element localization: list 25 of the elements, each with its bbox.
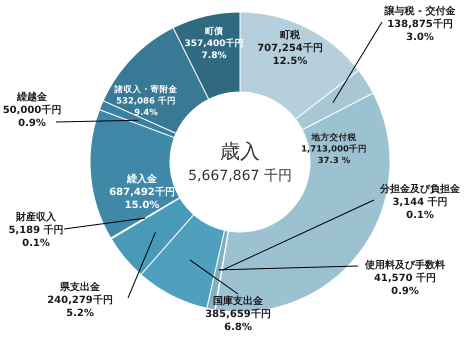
data-label: 3,144 千円 0.1% <box>392 196 448 221</box>
slice-label: 財産収入 <box>15 211 57 223</box>
slice-label: 町税 <box>280 29 301 41</box>
data-label: 1,713,000千円 37.3 % <box>301 144 367 166</box>
slice-label: 分担金及び負担金 <box>379 183 461 195</box>
slice-label: 使用料及び手数料 <box>364 259 445 271</box>
slice-label: 地方交付税 <box>310 132 358 143</box>
data-label: 707,254千円 12.5% <box>257 42 323 67</box>
slice-label: 町債 <box>205 26 223 37</box>
slice-label: 国庫支出金 <box>213 295 264 307</box>
text: 5,667,867 千円 <box>188 168 292 184</box>
data-label: 138,875千円 3.0% <box>387 18 453 43</box>
slice-label: 県支出金 <box>59 281 101 293</box>
data-label: 240,279千円 5.2% <box>47 294 113 319</box>
slice-label: 譲与税 - 交付金 <box>383 5 457 17</box>
data-label: 5,189 千円 0.1% <box>8 224 64 249</box>
text: 歳入 <box>220 139 260 163</box>
slice-label: 諸収入・寄附金 <box>114 84 178 95</box>
data-label: 41,570 千円 0.9% <box>374 272 436 297</box>
data-label: 385,659千円 6.8% <box>205 308 271 333</box>
slice-label: 繰入金 <box>126 173 158 185</box>
data-label: 687,492千円 15.0% <box>109 186 175 211</box>
data-label: 50,000千円 0.9% <box>2 104 62 129</box>
slice-label: 繰越金 <box>16 91 48 103</box>
data-label: 532,086 千円 9.4% <box>116 96 176 118</box>
